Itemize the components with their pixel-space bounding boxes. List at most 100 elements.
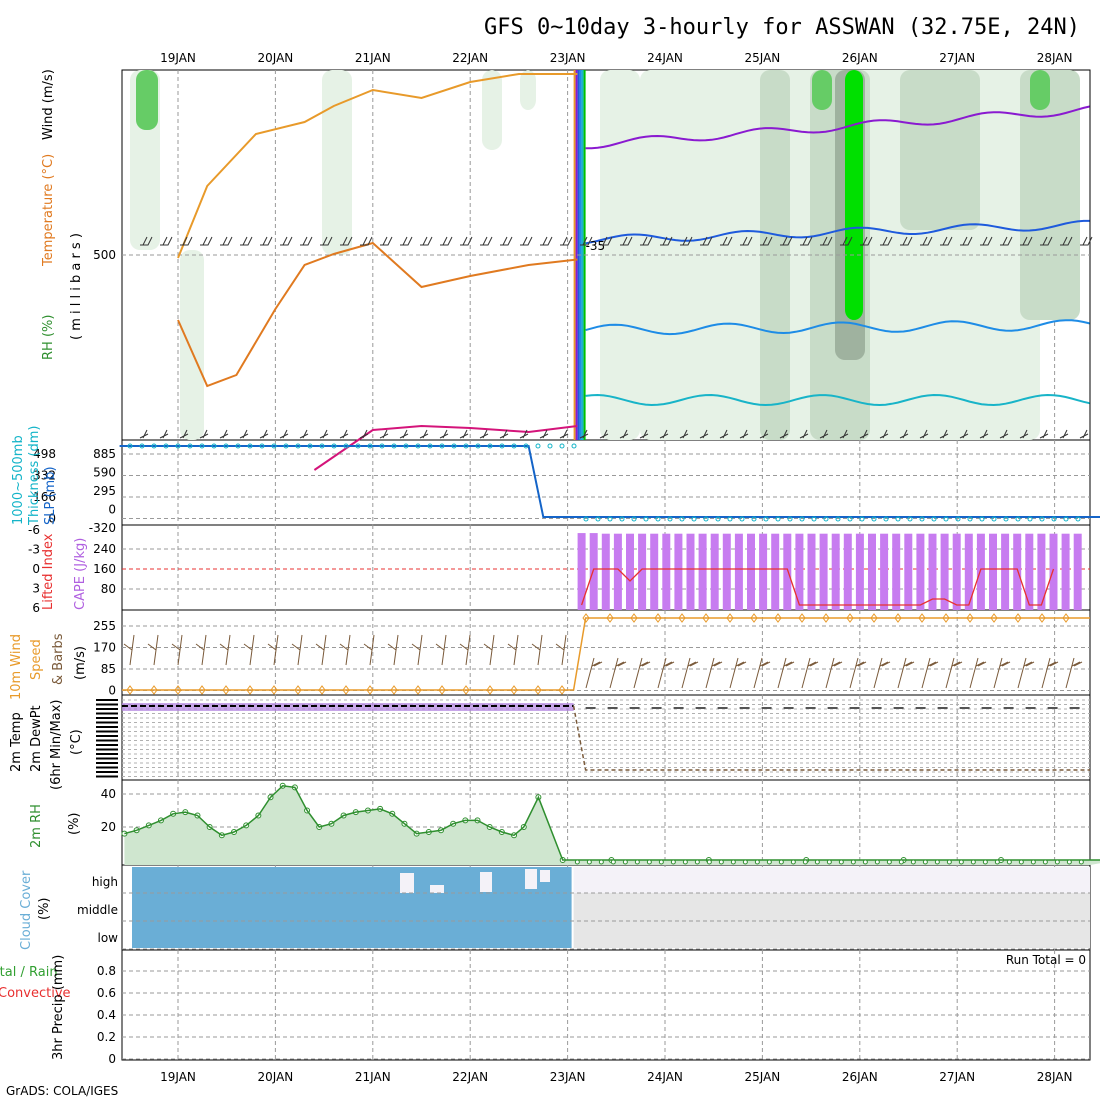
rh-point [1018,859,1024,865]
temperature-contour [177,73,578,259]
wind-barb [609,657,627,689]
thickness-point [799,516,805,522]
wind-barb [480,236,493,246]
li-tick: 6 [32,601,40,615]
cloud-tick: high [92,875,118,889]
wind-units-label: (m/s) [73,646,88,680]
wind-barb [633,657,651,689]
rh-point [946,859,952,865]
panel-frame [121,609,1091,696]
cape-bar [589,533,598,610]
thickness-point [139,443,145,449]
top-day-label: 23JAN [550,51,586,65]
thickness-point [427,443,433,449]
cape-bar [964,533,973,610]
thickness-point [679,516,685,522]
rh-point [598,859,604,865]
cape-bar [1013,533,1022,610]
rh-shading [136,70,158,130]
rh-point [610,859,616,865]
wind-barb [299,429,309,439]
thickness-point [775,516,781,522]
wind-barb [729,657,747,689]
wind-speed-marker [942,613,950,623]
wind-barb [359,429,369,439]
wind-barb [380,236,393,246]
thickness-point [703,516,709,522]
thickness-point [343,443,349,449]
wind-barb [780,236,793,246]
wind-barb [500,236,513,246]
wind-speed-marker [894,613,902,623]
rh-shading [845,70,863,320]
rh-point [886,859,892,865]
thickness-point [691,516,697,522]
panel-frame [121,949,1091,1061]
cloud-cover-label: Cloud Cover [19,870,34,950]
thickness-point [475,443,481,449]
wind-barb [560,236,573,246]
thickness-tick: 0 [48,512,56,526]
wind-speed-marker [534,685,542,695]
wind-barb [920,236,933,246]
thickness-point [259,443,265,449]
wind-barb [960,236,973,246]
lifted-index-line [580,568,1055,606]
wind-barb [440,236,453,246]
wind-barb [180,236,193,246]
wind-speed-marker [798,613,806,623]
wind-barb [160,236,173,246]
wind-barb [260,236,273,246]
wind-barb [339,429,349,439]
wind-speed-label: Speed [29,639,44,680]
cape-bar [795,533,804,610]
cape-bar [747,533,755,610]
slp-thickness-panel: 498 332 166 0 885 590 295 0 -320 [33,440,1100,535]
wind-speed-marker [1062,613,1070,623]
temp-minmax-label: (6hr Min/Max) [49,700,64,790]
cape-bar [892,533,901,610]
rh-point [922,859,928,865]
wind-speed-marker [414,685,422,695]
cloud-units-label: (%) [37,898,52,921]
wind-speed-marker [294,685,302,695]
thickness-point [295,443,301,449]
wind-speed-line [122,617,1090,691]
thickness-point [667,516,673,522]
wind-speed-marker [822,613,830,623]
wind-barb [1020,236,1033,246]
wind-barb [555,634,567,666]
precip-tick: 0.2 [97,1030,116,1044]
wind-barb [540,236,553,246]
thickness-point [847,516,853,522]
thickness-point [655,516,661,522]
wind-barb [483,634,495,666]
li-tick: 3 [32,582,40,596]
rh-shading [1020,70,1080,320]
temperature-label: Temperature (°C) [41,154,56,267]
wind-barbs-label: & Barbs [51,633,66,685]
rh-shading [1030,70,1050,110]
wind-barb [320,236,333,246]
wind-speed-marker [486,685,494,695]
bottom-day-label: 28JAN [1037,1070,1073,1084]
rh-point [970,859,976,865]
thickness-point [175,443,181,449]
cape-bar [819,533,828,610]
thickness-point [583,516,589,522]
thickness-point [631,516,637,522]
slp-tick: -320 [89,521,116,535]
rh-point [826,859,832,865]
cape-bar [1049,533,1058,610]
millibars-label: ( m i l l i b a r s ) [69,233,84,340]
rh-point [874,859,880,865]
temperature-contour [177,241,578,388]
thickness-point [571,443,577,449]
cape-bar [650,533,659,610]
rh-point [658,859,664,865]
wind-barb [777,657,795,689]
cape-bar [940,533,949,610]
wind-barb [240,236,253,246]
rh-point [910,859,916,865]
thickness-point [307,443,313,449]
